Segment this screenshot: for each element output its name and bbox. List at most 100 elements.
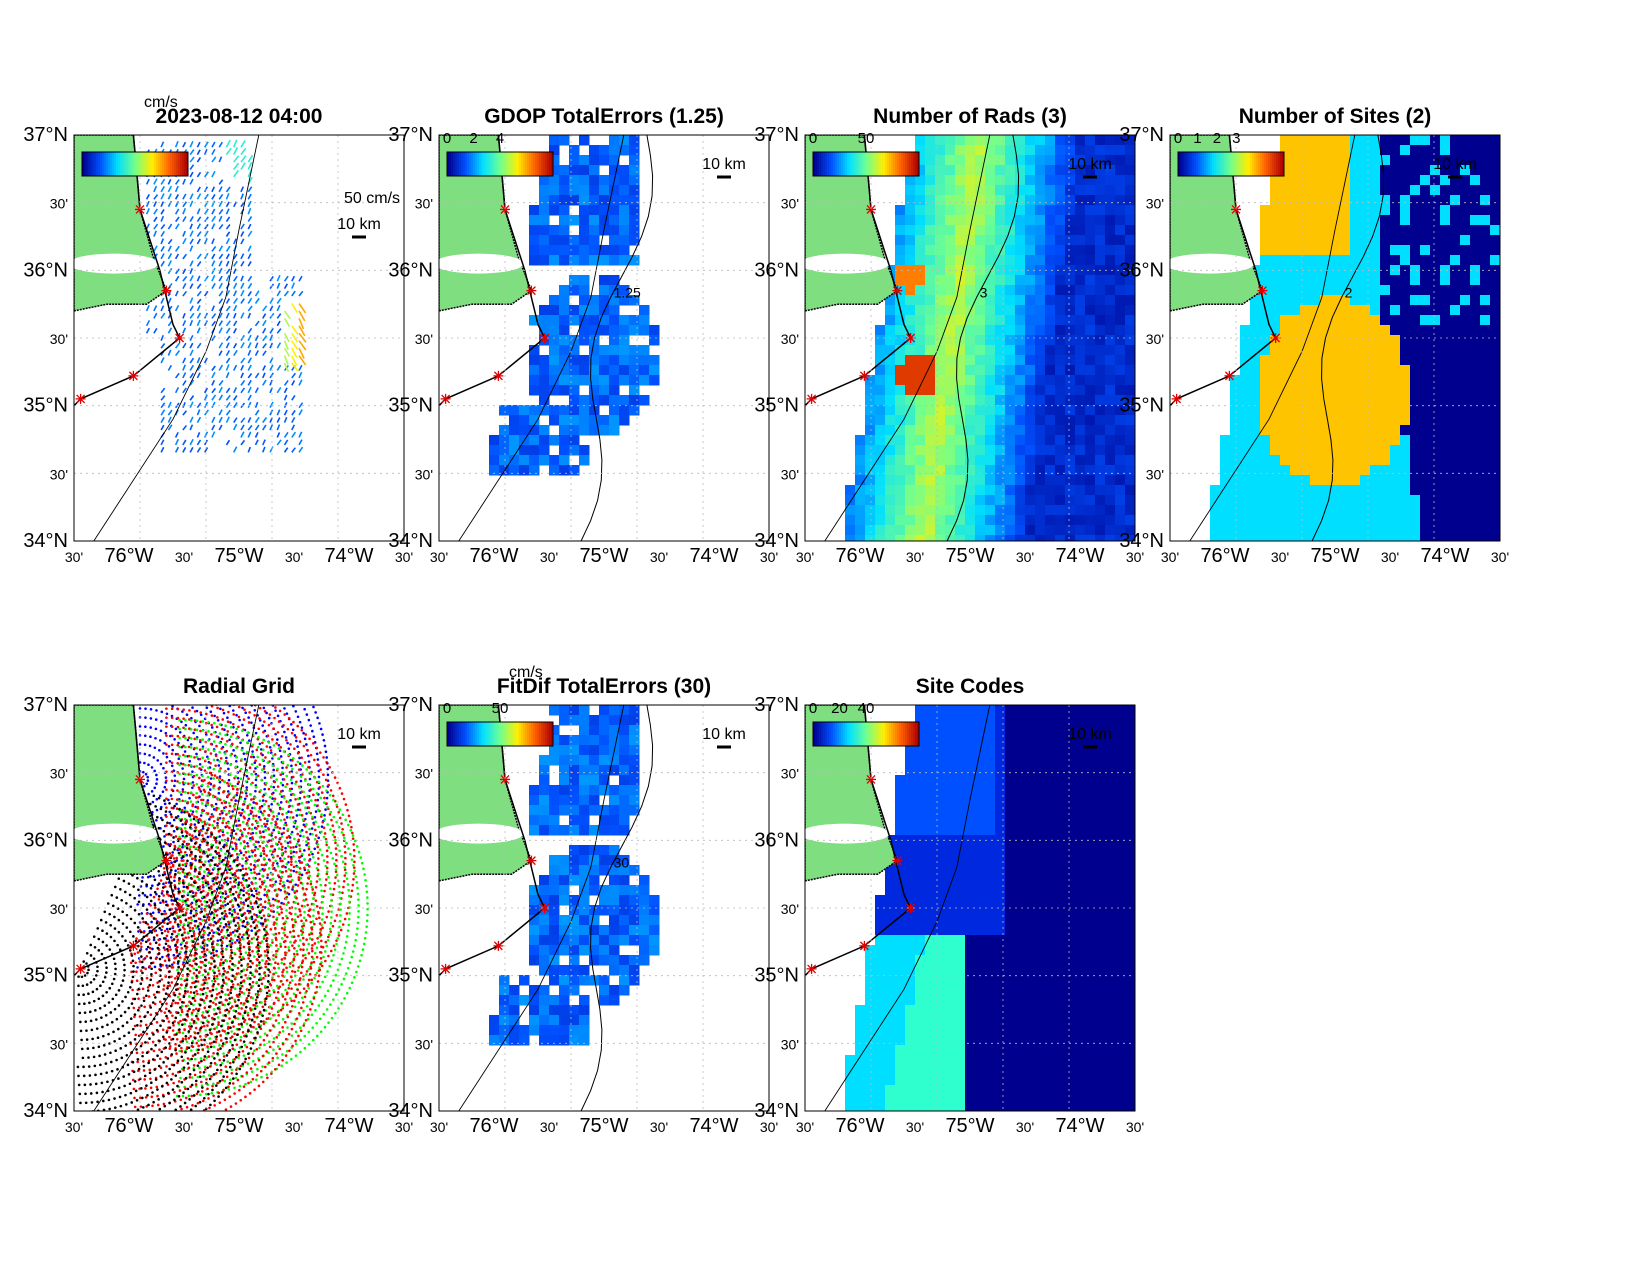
data-cell [509,405,520,416]
current-vector [167,200,173,208]
data-cell [1280,135,1291,146]
data-cell [1290,525,1301,536]
data-cell [925,275,936,286]
data-cell [1005,285,1016,296]
data-cell [539,225,550,236]
radial-point [203,769,207,772]
data-cell [1300,355,1311,366]
current-vector [203,200,209,208]
colorbar-swatch [1202,152,1205,176]
data-cell [1065,475,1076,486]
data-cell [935,305,946,316]
data-cell [519,415,530,426]
colorbar-swatch [845,152,848,176]
data-cell [1065,375,1076,386]
data-cell [1310,355,1321,366]
data-cell [995,295,1006,306]
current-vector [283,394,288,401]
data-cell [1470,495,1481,506]
data-cell [1320,465,1331,476]
data-cell [1370,395,1381,406]
data-cell [489,465,500,476]
lat-label: 36°N [1119,259,1164,281]
radial-point [261,799,265,802]
data-cell [1280,455,1291,466]
current-vector [167,253,173,260]
lon-label: 30' [1491,549,1509,565]
colorbar-swatch [128,152,131,176]
data-cell [1045,305,1056,316]
data-cell [1035,195,1046,206]
data-cell [1480,335,1491,346]
data-cell [1270,485,1281,496]
data-cell [1490,485,1500,496]
data-cell [1280,415,1291,426]
colorbar-swatch [541,152,544,176]
data-cell [965,355,976,366]
colorbar-swatch [1196,152,1199,176]
radial-point [143,761,146,765]
data-cell [985,245,996,256]
current-vector [232,268,237,275]
radial-point [143,743,147,747]
colorbar-swatch [915,152,918,176]
radial-point [227,767,230,771]
radial-point [326,773,330,777]
colorbar-swatch [917,152,920,176]
current-vector [291,409,296,416]
colorbar-swatch [1254,152,1257,176]
radial-point [253,708,257,712]
data-cell [1440,325,1451,336]
current-vector [145,327,150,334]
radial-point [237,639,240,642]
radial-point [144,608,147,611]
data-cell [1035,475,1046,486]
data-cell [975,195,986,206]
radial-point [139,671,142,674]
lon-label: 75°W [579,545,628,567]
data-cell [915,495,926,506]
current-vector [211,371,216,379]
radial-point [303,707,306,711]
data-cell [589,305,600,316]
data-cell [1310,505,1321,516]
data-cell [1035,405,1046,416]
data-cell [1290,265,1301,276]
data-cell [1005,375,1016,386]
current-vector [298,310,306,322]
colorbar-swatch [453,152,456,176]
data-cell [1035,345,1046,356]
radial-point [166,966,169,969]
current-vector [174,194,180,200]
data-cell [1280,405,1291,416]
data-cell [599,345,610,356]
data-cell [1015,485,1026,496]
data-cell [1450,315,1461,326]
colorbar-swatch [152,152,155,176]
current-vector [160,343,166,349]
data-cell [1035,495,1046,506]
data-cell [1075,235,1086,246]
data-cell [1300,165,1311,176]
data-cell [865,445,876,456]
data-cell [1220,495,1231,506]
radial-point [138,707,142,710]
radial-point [296,675,299,678]
current-vector [203,230,209,237]
radial-point [310,700,313,703]
data-cell [529,385,540,396]
current-vector [196,319,201,327]
radial-point [281,766,284,770]
data-cell [579,225,590,236]
radial-point [163,948,167,951]
current-vector [291,325,299,335]
data-cell [1310,445,1321,456]
data-cell [1470,275,1481,286]
current-vector [167,424,173,431]
radial-point [262,846,265,850]
data-cell [1025,355,1036,366]
current-vector [182,342,187,349]
current-vector [189,357,195,364]
data-cell [1290,485,1301,496]
radial-point [181,710,184,713]
